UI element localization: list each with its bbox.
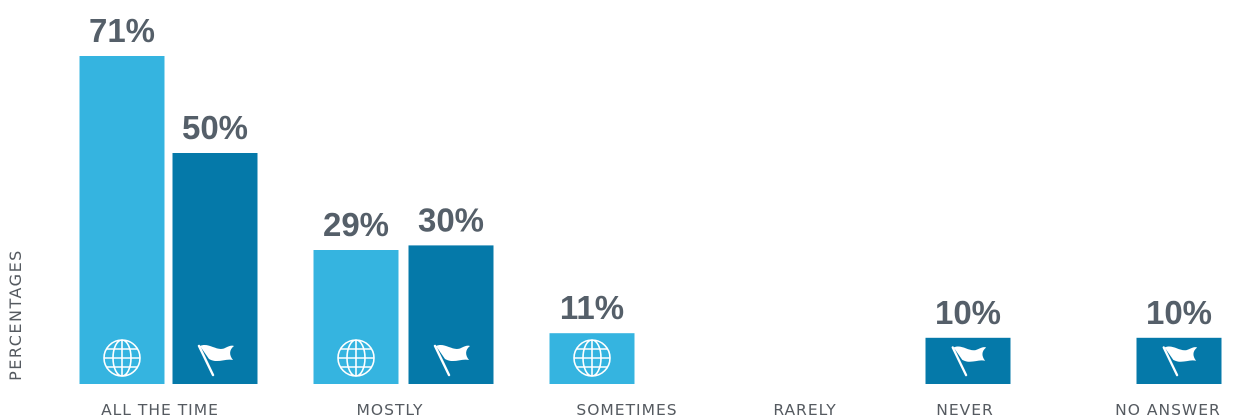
globe-icon xyxy=(337,339,375,377)
globe-icon xyxy=(573,339,611,377)
value-label: 29% xyxy=(323,206,389,243)
value-label: 11% xyxy=(560,289,624,326)
bars-layer xyxy=(79,56,1222,384)
value-label: 71% xyxy=(89,12,155,49)
category-label: NO ANSWER xyxy=(1115,401,1221,419)
bar-2-0 xyxy=(172,153,258,384)
globe-icon xyxy=(103,339,141,377)
category-label: RARELY xyxy=(773,401,836,419)
category-label: ALL THE TIME xyxy=(101,401,219,419)
value-label: 50% xyxy=(182,109,248,146)
y-axis-label: PERCENTAGES xyxy=(6,249,25,381)
icons-layer xyxy=(103,339,1199,377)
category-label: SOMETIMES xyxy=(576,401,677,419)
category-labels-layer: ALL THE TIME MOSTLY SOMETIMES RARELY NEVER NO… xyxy=(101,401,1221,419)
value-label: 30% xyxy=(418,201,484,238)
bar-1-0 xyxy=(79,56,165,384)
value-labels-layer: 71% 29% 11% 50% 30% 10% 10% xyxy=(89,12,1212,331)
bar-2-1 xyxy=(408,245,494,384)
value-label: 10% xyxy=(935,294,1001,331)
category-label: NEVER xyxy=(936,401,994,419)
category-label: MOSTLY xyxy=(357,401,424,419)
value-label: 10% xyxy=(1146,294,1212,331)
